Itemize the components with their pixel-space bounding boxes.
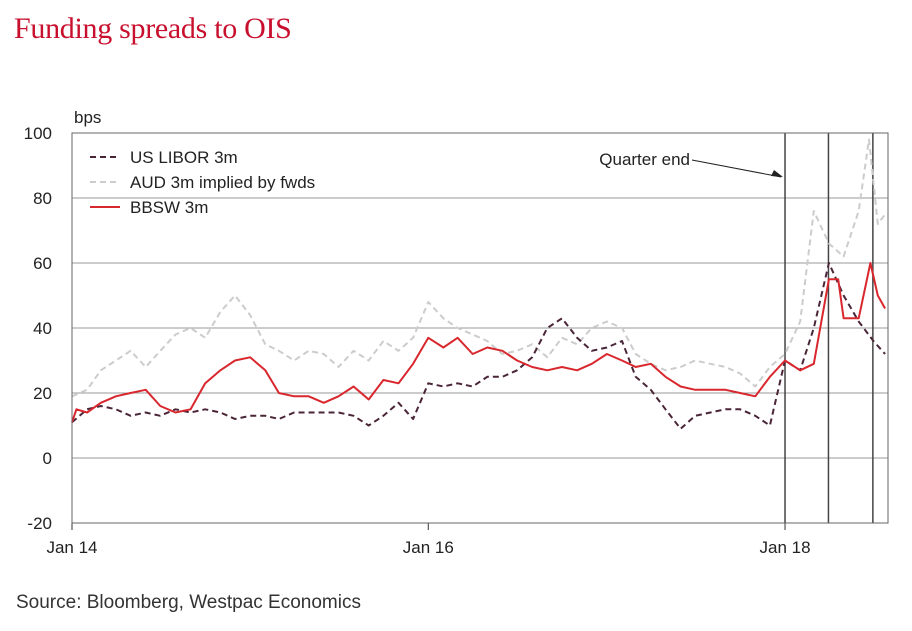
plot-frame: [71, 132, 889, 524]
series-line-0: [71, 262, 886, 430]
y-tick-label: 40: [33, 319, 52, 338]
x-tick-label: Jan 16: [403, 538, 454, 557]
y-tick-label: 0: [43, 449, 52, 468]
y-tick-label: 20: [33, 384, 52, 403]
annotation-arrow-line: [691, 159, 782, 178]
y-tick-label: 80: [33, 189, 52, 208]
annotation-arrowhead: [771, 170, 784, 177]
quarter-end-lines: [784, 133, 874, 523]
x-tick-label: Jan 18: [760, 538, 811, 557]
legend-label: US LIBOR 3m: [130, 148, 238, 167]
y-tick-label: 60: [33, 254, 52, 273]
x-tick-label: Jan 14: [46, 538, 97, 557]
x-tick-labels: Jan 14 Jan 16 Jan 18: [46, 523, 811, 557]
series-line-2: [71, 262, 886, 423]
legend-label: BBSW 3m: [130, 198, 208, 217]
legend-label: AUD 3m implied by fwds: [130, 173, 315, 192]
legend: US LIBOR 3m AUD 3m implied by fwds BBSW 3m: [90, 148, 315, 217]
y-axis-unit-label: bps: [74, 108, 101, 127]
source-note: Source: Bloomberg, Westpac Economics: [16, 592, 361, 613]
y-tick-label: 100: [24, 124, 52, 143]
chart-title: Funding spreads to OIS: [14, 12, 292, 45]
y-tick-label: -20: [27, 514, 52, 533]
series-lines: [71, 138, 886, 430]
y-tick-labels: 100 80 60 40 20 0 -20: [24, 124, 52, 533]
annotation-label: Quarter end: [599, 150, 690, 169]
annotation: Quarter end: [599, 150, 784, 178]
